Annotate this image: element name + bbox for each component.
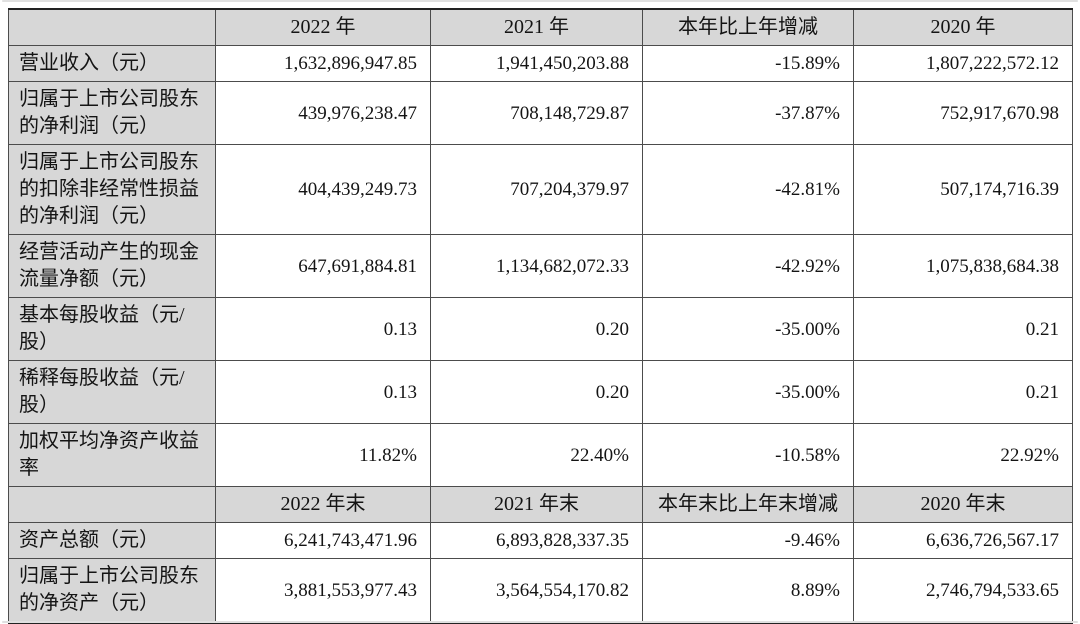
row-revenue: 营业收入（元） 1,632,896,947.85 1,941,450,203.8… xyxy=(8,45,1073,82)
value-cell: 6,241,743,471.96 xyxy=(215,522,431,559)
point-header-row: 2022 年末 2021 年末 本年末比上年末增减 2020 年末 xyxy=(8,486,1073,523)
row-net-profit-deducted: 归属于上市公司股东 的扣除非经常性损益 的净利润（元） 404,439,249.… xyxy=(8,144,1073,235)
value-cell: 1,075,838,684.38 xyxy=(853,234,1073,298)
point-header-2020: 2020 年末 xyxy=(853,486,1073,523)
value-cell: 439,976,238.47 xyxy=(215,81,431,145)
value-cell: 0.13 xyxy=(215,297,431,361)
period-header-row: 2022 年 2021 年 本年比上年增减 2020 年 xyxy=(8,8,1073,46)
value-cell: -9.46% xyxy=(642,522,854,559)
row-label: 资产总额（元） xyxy=(8,522,216,559)
value-cell: 752,917,670.98 xyxy=(853,81,1073,145)
value-cell: -37.87% xyxy=(642,81,854,145)
value-cell: 1,941,450,203.88 xyxy=(430,45,643,82)
value-cell: 11.82% xyxy=(215,423,431,487)
row-label: 稀释每股收益（元/ 股） xyxy=(8,360,216,424)
row-label: 加权平均净资产收益 率 xyxy=(8,423,216,487)
value-cell: -42.92% xyxy=(642,234,854,298)
row-diluted-eps: 稀释每股收益（元/ 股） 0.13 0.20 -35.00% 0.21 xyxy=(8,360,1073,424)
value-cell: 8.89% xyxy=(642,558,854,623)
point-header-2021: 2021 年末 xyxy=(430,486,643,523)
row-label: 归属于上市公司股东 的扣除非经常性损益 的净利润（元） xyxy=(8,144,216,235)
value-cell: -42.81% xyxy=(642,144,854,235)
value-cell: -15.89% xyxy=(642,45,854,82)
period-header-blank-cell xyxy=(8,8,216,46)
row-label: 经营活动产生的现金 流量净额（元） xyxy=(8,234,216,298)
row-operating-cash-flow: 经营活动产生的现金 流量净额（元） 647,691,884.81 1,134,6… xyxy=(8,234,1073,298)
value-cell: 507,174,716.39 xyxy=(853,144,1073,235)
row-net-profit: 归属于上市公司股东 的净利润（元） 439,976,238.47 708,148… xyxy=(8,81,1073,145)
row-label: 归属于上市公司股东 的净资产（元） xyxy=(8,558,216,623)
point-header-blank-cell xyxy=(8,486,216,523)
row-label: 营业收入（元） xyxy=(8,45,216,82)
value-cell: -10.58% xyxy=(642,423,854,487)
point-header-change: 本年末比上年末增减 xyxy=(642,486,854,523)
value-cell: 22.40% xyxy=(430,423,643,487)
value-cell: 0.20 xyxy=(430,297,643,361)
value-cell: 647,691,884.81 xyxy=(215,234,431,298)
value-cell: 3,881,553,977.43 xyxy=(215,558,431,623)
value-cell: 6,893,828,337.35 xyxy=(430,522,643,559)
value-cell: 0.21 xyxy=(853,297,1073,361)
value-cell: 2,746,794,533.65 xyxy=(853,558,1073,623)
financial-summary-table: 2022 年 2021 年 本年比上年增减 2020 年 营业收入（元） 1,6… xyxy=(8,8,1073,624)
value-cell: 708,148,729.87 xyxy=(430,81,643,145)
period-header-2020: 2020 年 xyxy=(853,8,1073,46)
value-cell: 22.92% xyxy=(853,423,1073,487)
value-cell: 1,134,682,072.33 xyxy=(430,234,643,298)
value-cell: 6,636,726,567.17 xyxy=(853,522,1073,559)
value-cell: 1,807,222,572.12 xyxy=(853,45,1073,82)
period-header-2021: 2021 年 xyxy=(430,8,643,46)
value-cell: -35.00% xyxy=(642,297,854,361)
row-weighted-avg-roe: 加权平均净资产收益 率 11.82% 22.40% -10.58% 22.92% xyxy=(8,423,1073,487)
point-header-2022: 2022 年末 xyxy=(215,486,431,523)
value-cell: 707,204,379.97 xyxy=(430,144,643,235)
row-label: 归属于上市公司股东 的净利润（元） xyxy=(8,81,216,145)
page-top-edge xyxy=(2,0,1078,2)
value-cell: 0.20 xyxy=(430,360,643,424)
value-cell: 404,439,249.73 xyxy=(215,144,431,235)
value-cell: 1,632,896,947.85 xyxy=(215,45,431,82)
period-header-2022: 2022 年 xyxy=(215,8,431,46)
row-basic-eps: 基本每股收益（元/ 股） 0.13 0.20 -35.00% 0.21 xyxy=(8,297,1073,361)
value-cell: -35.00% xyxy=(642,360,854,424)
value-cell: 0.21 xyxy=(853,360,1073,424)
value-cell: 0.13 xyxy=(215,360,431,424)
period-header-change: 本年比上年增减 xyxy=(642,8,854,46)
row-label: 基本每股收益（元/ 股） xyxy=(8,297,216,361)
page-bottom-edge xyxy=(2,621,1078,623)
value-cell: 3,564,554,170.82 xyxy=(430,558,643,623)
row-total-assets: 资产总额（元） 6,241,743,471.96 6,893,828,337.3… xyxy=(8,522,1073,559)
row-net-assets: 归属于上市公司股东 的净资产（元） 3,881,553,977.43 3,564… xyxy=(8,558,1073,623)
